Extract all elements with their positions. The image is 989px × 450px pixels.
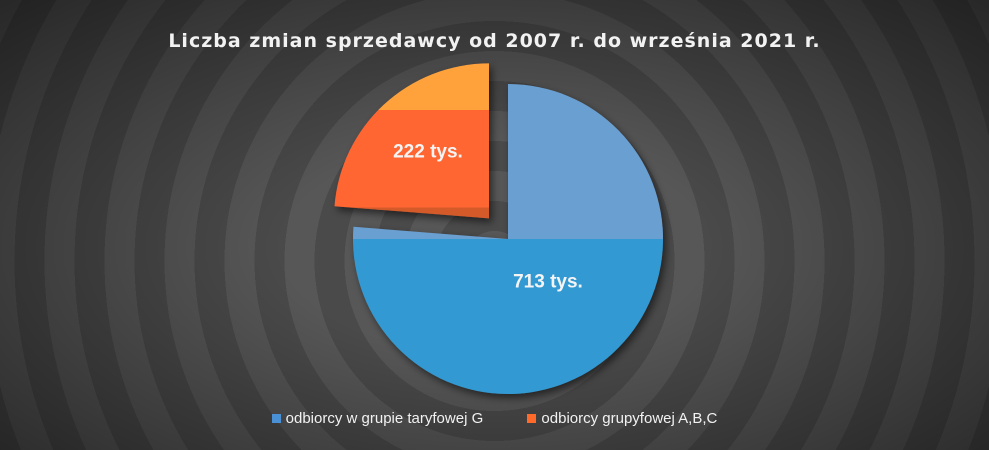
slice-abc — [334, 63, 489, 219]
legend-label-abc: odbiorcy grupyfowej A,B,C — [541, 410, 718, 427]
data-label-g: 713 tys. — [513, 271, 583, 292]
legend-swatch-g — [271, 414, 281, 423]
legend-label-g: odbiorcy w grupie taryfowej G — [285, 410, 484, 427]
chart-title: Liczba zmian sprzedawcy od 2007 r. do wr… — [168, 30, 821, 52]
slice-g — [353, 84, 663, 394]
legend-item-g: odbiorcy w grupie taryfowej G — [271, 410, 484, 427]
legend: odbiorcy w grupie taryfowej G odbiorcy g… — [0, 410, 989, 427]
legend-swatch-abc — [527, 414, 537, 423]
legend-item-abc: odbiorcy grupyfowej A,B,C — [527, 410, 717, 427]
data-label-abc: 222 tys. — [393, 141, 463, 162]
